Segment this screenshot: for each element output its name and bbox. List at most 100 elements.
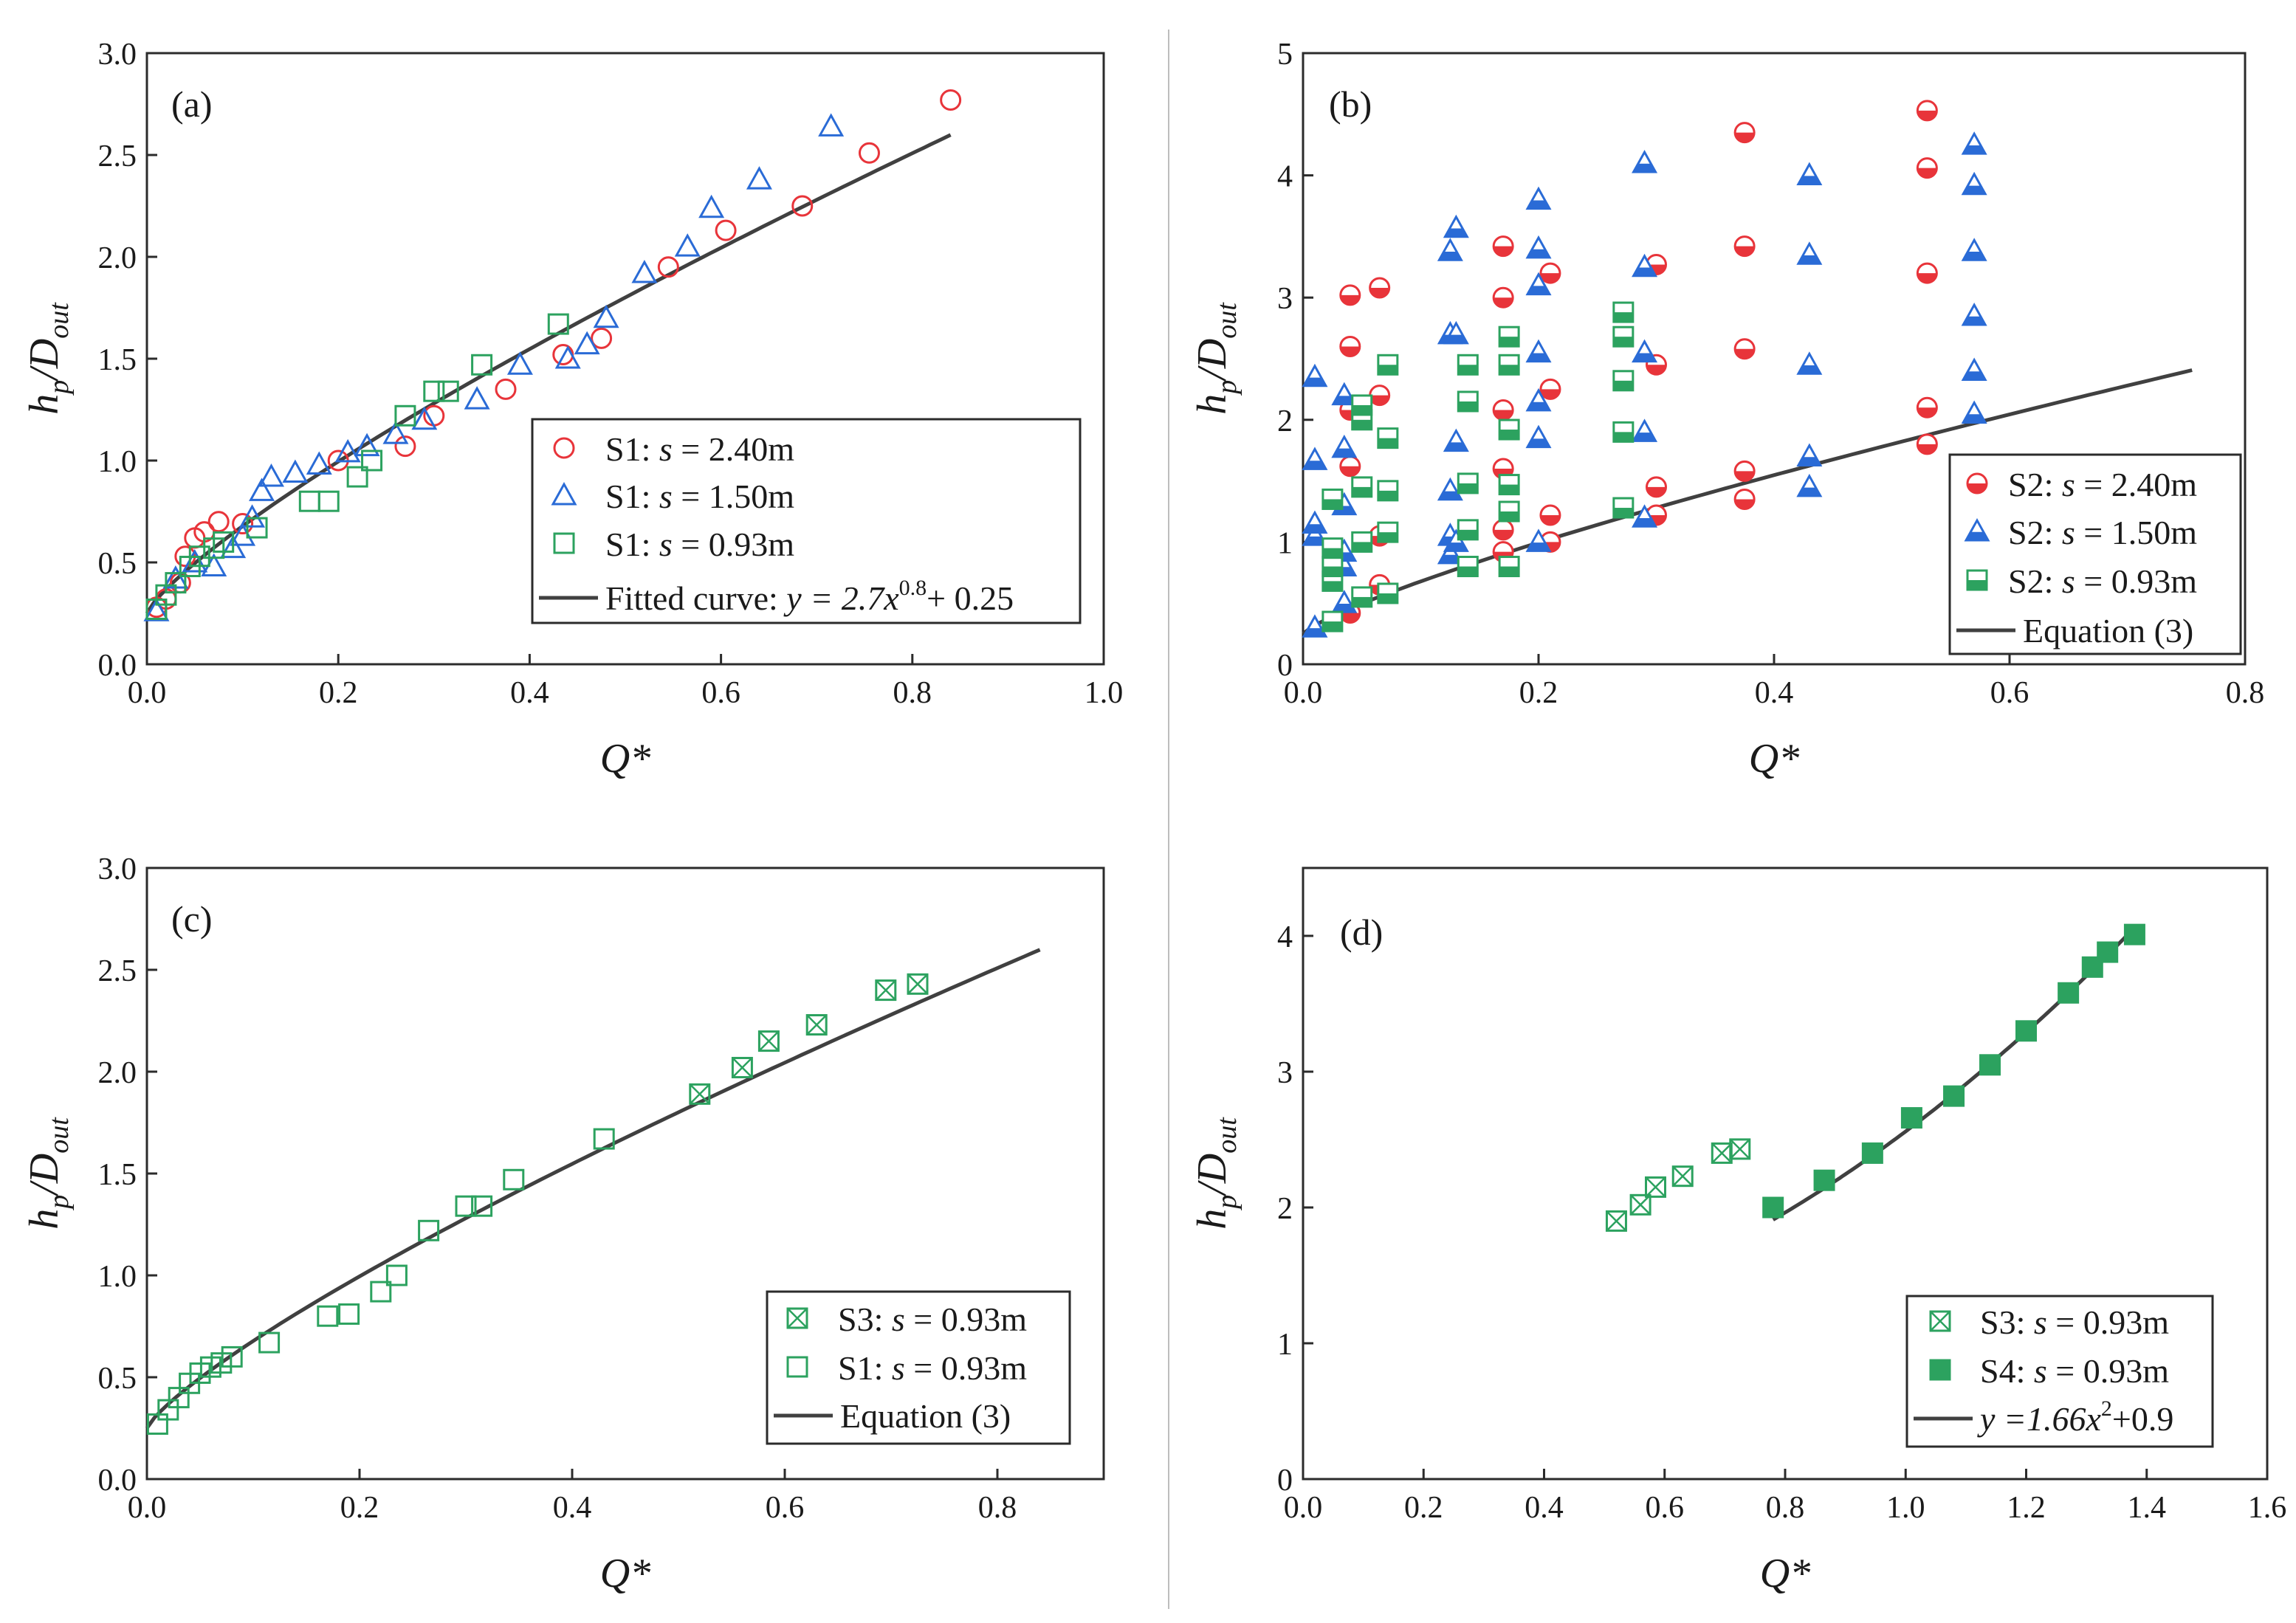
data-point — [1492, 399, 1514, 421]
data-point — [1498, 325, 1520, 348]
y-tick-label: 2.5 — [98, 954, 137, 988]
legend-marker — [786, 1307, 808, 1329]
data-point — [1733, 122, 1756, 144]
x-tick-label: 0.8 — [1766, 1491, 1805, 1525]
y-tick-label: 2.0 — [98, 241, 137, 275]
legend: S1: s = 2.40m S1: s = 1.50m S1: s = 0.93… — [531, 418, 1082, 624]
x-tick-label: 0.0 — [128, 1491, 167, 1525]
x-tick-label: 0.6 — [1646, 1491, 1685, 1525]
data-point — [547, 313, 569, 335]
panel-label: (c) — [171, 898, 213, 940]
x-tick-label: 0.8 — [893, 676, 932, 710]
data-point — [207, 511, 230, 533]
data-point — [258, 464, 284, 487]
x-tick-label: 0.6 — [766, 1491, 805, 1525]
data-marks — [145, 948, 1041, 1435]
data-point — [1377, 521, 1399, 543]
data-point — [1377, 354, 1399, 376]
y-tick-label: 1 — [1277, 1328, 1293, 1362]
legend-marker-symbol — [786, 1356, 808, 1378]
data-point — [418, 1219, 440, 1241]
data-point — [1457, 390, 1479, 413]
data-point — [1339, 455, 1361, 478]
data-marks — [143, 89, 962, 621]
x-tick-label: 0.0 — [1284, 1491, 1323, 1525]
x-tick-label: 0.4 — [510, 676, 549, 710]
data-point — [1377, 582, 1399, 604]
x-tick-label: 1.2 — [2007, 1491, 2046, 1525]
data-point — [334, 438, 361, 463]
y-axis-label: hp/Dout — [1189, 302, 1242, 415]
data-point — [1961, 303, 1987, 326]
data-point — [698, 194, 725, 218]
y-tick-label: 3 — [1277, 1056, 1293, 1090]
data-point — [306, 451, 332, 475]
data-point — [1331, 590, 1358, 613]
chart-panel-b: 0.0 0.2 0.4 0.6 0.8 0 1 2 3 4 5 (b) Q* hp/Dout S2… — [1189, 38, 2264, 782]
legend: S3: s = 0.93m S4: s = 0.93m y =1.66x2+0.… — [1905, 1295, 2214, 1448]
data-point — [1861, 1142, 1883, 1164]
legend-label: Equation (3) — [2023, 612, 2193, 649]
data-point — [1961, 238, 1987, 261]
legend-box — [531, 418, 1082, 624]
data-point — [875, 979, 897, 1002]
panel-label: (b) — [1329, 83, 1372, 125]
legend-label: S1: s = 1.50m — [605, 478, 794, 515]
x-tick-label: 0.4 — [553, 1491, 592, 1525]
data-point — [1612, 497, 1635, 519]
legend-label: Equation (3) — [840, 1397, 1011, 1435]
y-tick-label: 1 — [1277, 526, 1293, 560]
data-point — [1498, 556, 1520, 578]
data-point — [1331, 382, 1358, 406]
data-point — [1796, 241, 1823, 265]
data-point — [1762, 1196, 1784, 1219]
data-point — [1339, 335, 1361, 357]
data-point — [1632, 253, 1658, 278]
y-tick-label: 2.5 — [98, 139, 137, 173]
x-axis: 0.0 0.2 0.4 0.6 0.8 — [1284, 654, 2264, 710]
x-axis: 0.0 0.2 0.4 0.6 0.8 1.0 1.2 1.4 1.6 — [1284, 1469, 2286, 1525]
data-point — [1733, 235, 1756, 258]
data-point — [471, 354, 493, 376]
data-point — [1605, 1210, 1627, 1232]
legend-marker — [1966, 472, 1988, 495]
data-point — [1492, 286, 1514, 309]
y-tick-label: 3.0 — [98, 852, 137, 886]
data-point — [1979, 1054, 2001, 1076]
data-point — [1331, 434, 1358, 458]
data-point — [246, 517, 268, 539]
data-point — [423, 380, 445, 402]
data-point — [1612, 370, 1635, 392]
legend-label: S1: s = 2.40m — [605, 430, 794, 468]
legend-marker — [1929, 1359, 1951, 1381]
data-point — [1351, 531, 1373, 553]
legend-marker-symbol — [1966, 569, 1988, 591]
legend-marker — [551, 481, 577, 506]
x-tick-label: 0.6 — [701, 676, 740, 710]
data-point — [1302, 523, 1328, 546]
x-tick-label: 0.2 — [319, 676, 358, 710]
data-point — [394, 435, 416, 458]
data-point — [1961, 357, 1987, 382]
data-point — [689, 1083, 711, 1105]
data-point — [1733, 488, 1756, 510]
data-point — [1796, 443, 1823, 466]
data-point — [1443, 428, 1469, 452]
data-point — [1813, 1169, 1835, 1191]
legend-box — [766, 1290, 1071, 1445]
legend-marker — [1966, 569, 1988, 591]
data-point — [1369, 277, 1391, 299]
chart-panel-d: 0.0 0.2 0.4 0.6 0.8 1.0 1.2 1.4 1.6 0 1 2 3 4 (d) Q*… — [1189, 866, 2286, 1596]
legend-label: S2: s = 1.50m — [2008, 514, 2197, 551]
data-point — [1492, 235, 1514, 258]
data-point — [1629, 1193, 1651, 1216]
data-point — [805, 1014, 828, 1036]
legend-label: y =1.66x2+0.9 — [1977, 1396, 2173, 1438]
data-point — [370, 1281, 392, 1303]
data-marks — [1605, 923, 2145, 1232]
x-tick-label: 0.2 — [1519, 676, 1558, 710]
data-point — [757, 1030, 780, 1052]
data-point — [506, 351, 533, 375]
data-point — [1351, 476, 1373, 498]
